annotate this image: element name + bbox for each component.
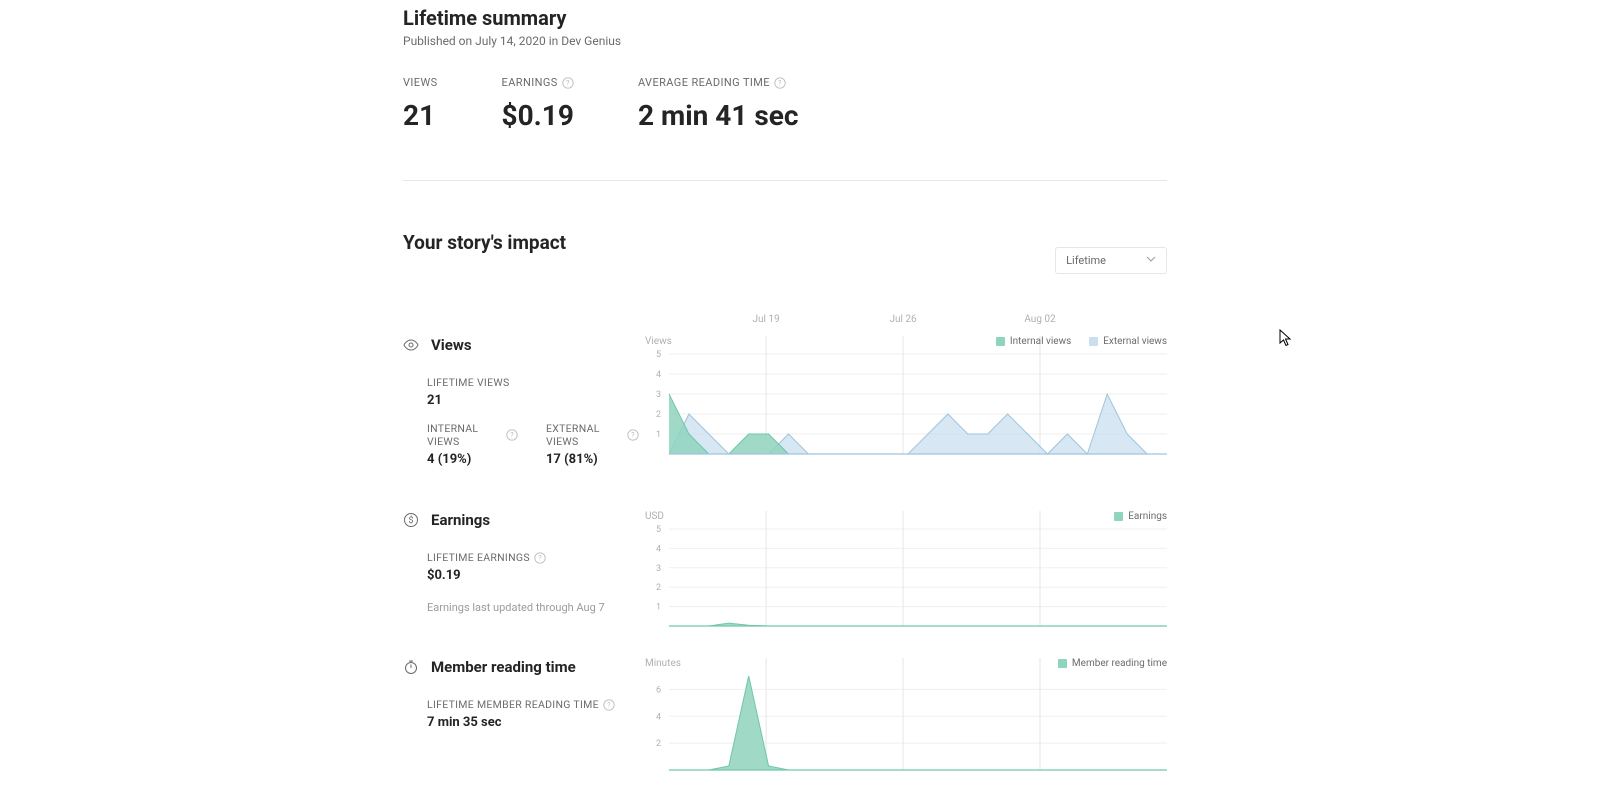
svg-text:?: ? <box>510 432 514 440</box>
stat-art-label: AVERAGE READING TIME ? <box>638 76 799 89</box>
earnings-heading-text: Earnings <box>431 511 490 529</box>
summary-stats-row: VIEWS 21 EARNINGS ? $0.19 AVERAGE READIN… <box>403 76 1167 181</box>
earnings-note: Earnings last updated through Aug 7 <box>427 601 639 614</box>
help-icon[interactable]: ? <box>562 77 574 89</box>
svg-text:1: 1 <box>656 603 661 613</box>
lifetime-views-value: 21 <box>427 393 639 408</box>
svg-text:2: 2 <box>656 739 661 749</box>
earnings-heading: $ Earnings <box>403 511 639 529</box>
lifetime-reading-value: 7 min 35 sec <box>427 715 639 730</box>
stat-views: VIEWS 21 <box>403 76 438 132</box>
reading-heading-text: Member reading time <box>431 658 576 676</box>
lifetime-earnings-label: LIFETIME EARNINGS ? <box>427 551 639 564</box>
earnings-chart: USDEarnings12345 <box>639 511 1167 628</box>
help-icon[interactable]: ? <box>603 699 615 711</box>
chart-date-labels: Jul 19Jul 26Aug 02 <box>669 314 1167 332</box>
internal-views-label: INTERNAL VIEWS ? <box>427 422 518 448</box>
svg-text:4: 4 <box>656 712 661 722</box>
help-icon[interactable]: ? <box>627 429 639 441</box>
timerange-dropdown[interactable]: Lifetime <box>1055 247 1167 274</box>
svg-text:?: ? <box>538 554 542 562</box>
svg-text:2: 2 <box>656 410 661 420</box>
stat-views-label: VIEWS <box>403 76 438 89</box>
reading-heading: Member reading time <box>403 658 639 676</box>
svg-text:5: 5 <box>656 350 661 360</box>
svg-text:4: 4 <box>656 544 661 554</box>
svg-text:5: 5 <box>656 525 661 535</box>
views-chart: ViewsInternal viewsExternal views12345 <box>639 336 1167 456</box>
svg-text:1: 1 <box>656 430 661 440</box>
stat-art: AVERAGE READING TIME ? 2 min 41 sec <box>638 76 799 132</box>
svg-text:2: 2 <box>656 583 661 593</box>
external-views-label: EXTERNAL VIEWS ? <box>546 422 639 448</box>
svg-text:?: ? <box>607 701 611 709</box>
svg-text:?: ? <box>778 79 782 87</box>
help-icon[interactable]: ? <box>506 429 518 441</box>
stat-earnings: EARNINGS ? $0.19 <box>502 76 574 132</box>
views-section: Views LIFETIME VIEWS 21 INTERNAL VIEWS ?… <box>403 336 1167 481</box>
svg-text:?: ? <box>631 432 635 440</box>
views-heading: Views <box>403 336 639 354</box>
help-icon[interactable]: ? <box>534 552 546 564</box>
eye-icon <box>403 337 419 353</box>
reading-section: Member reading time LIFETIME MEMBER READ… <box>403 658 1167 772</box>
svg-text:?: ? <box>566 79 570 87</box>
internal-views-value: 4 (19%) <box>427 452 518 467</box>
lifetime-reading-label: LIFETIME MEMBER READING TIME ? <box>427 698 639 711</box>
stat-earnings-label: EARNINGS ? <box>502 76 574 89</box>
summary-subtitle: Published on July 14, 2020 in Dev Genius <box>403 34 1167 48</box>
impact-title: Your story's impact <box>403 231 566 254</box>
impact-header: Your story's impact Lifetime <box>403 231 1167 274</box>
views-heading-text: Views <box>431 336 472 354</box>
cursor-icon <box>1279 329 1293 347</box>
chevron-down-icon <box>1146 254 1156 267</box>
dropdown-selected: Lifetime <box>1066 254 1106 267</box>
svg-text:3: 3 <box>656 564 661 574</box>
reading-chart: MinutesMember reading time246 <box>639 658 1167 772</box>
svg-text:$: $ <box>408 515 413 526</box>
lifetime-views-label: LIFETIME VIEWS <box>427 376 639 389</box>
stats-page: Lifetime summary Published on July 14, 2… <box>403 0 1167 772</box>
external-views-value: 17 (81%) <box>546 452 639 467</box>
stat-views-value: 21 <box>403 99 438 132</box>
svg-text:6: 6 <box>656 685 661 695</box>
svg-text:3: 3 <box>656 390 661 400</box>
stopwatch-icon <box>403 659 419 675</box>
summary-title: Lifetime summary <box>403 6 1167 30</box>
svg-text:4: 4 <box>656 370 661 380</box>
stat-earnings-value: $0.19 <box>502 99 574 132</box>
lifetime-earnings-value: $0.19 <box>427 568 639 583</box>
dollar-icon: $ <box>403 512 419 528</box>
stat-art-value: 2 min 41 sec <box>638 99 799 132</box>
earnings-section: $ Earnings LIFETIME EARNINGS ? $0.19 Ear… <box>403 511 1167 628</box>
help-icon[interactable]: ? <box>774 77 786 89</box>
